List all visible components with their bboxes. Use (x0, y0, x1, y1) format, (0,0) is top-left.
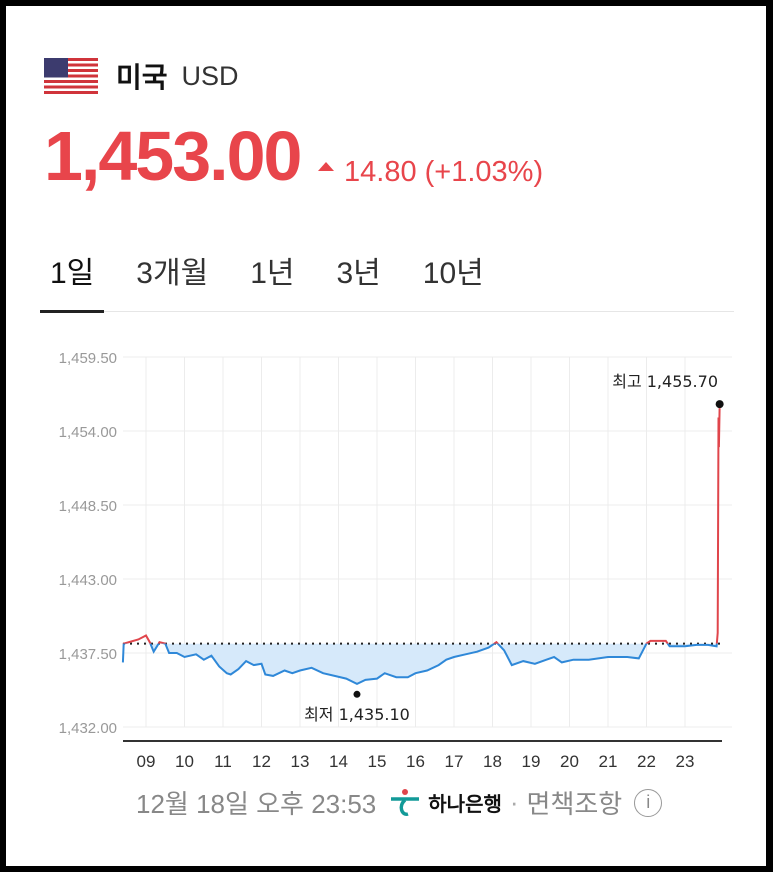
low-label: 최저 1,435.10 (304, 705, 410, 724)
current-price: 1,453.00 (44, 117, 302, 195)
hana-bank-logo-icon (391, 788, 420, 816)
info-icon[interactable]: i (634, 788, 663, 817)
y-tick-label: 1,454.00 (59, 424, 117, 441)
x-tick-label: 10 (175, 752, 194, 771)
x-tick-label: 09 (137, 752, 156, 771)
y-tick-label: 1,443.00 (59, 572, 117, 589)
x-tick-label: 20 (560, 752, 579, 771)
price-change: 14.80 (+1.03%) (318, 156, 543, 189)
tab-10years[interactable]: 10년 (422, 257, 484, 290)
change-value: 14.80 (344, 156, 417, 188)
tab-3years[interactable]: 3년 (336, 257, 381, 290)
x-tick-label: 21 (599, 752, 618, 771)
exchange-rate-card: 미국 USD 1,453.00 14.80 (+1.03%) 1일 3개월 1년… (6, 6, 766, 866)
series-line-below (121, 643, 718, 686)
footer: 12월 18일 오후 23:53 하나은행 · 면책조항 i (136, 784, 663, 821)
up-arrow-icon (318, 162, 334, 171)
period-tabs: 1일 3개월 1년 3년 10년 (40, 248, 734, 313)
currency-code: USD (181, 60, 239, 91)
disclaimer-link[interactable]: 면책조항 (526, 789, 623, 819)
separator: · (509, 787, 519, 817)
bank-name: 하나은행 (428, 794, 502, 816)
series-line-above (122, 408, 721, 644)
x-tick-label: 12 (252, 752, 271, 771)
area-fill-below-baseline (122, 643, 720, 684)
x-tick-label: 22 (637, 752, 656, 771)
tab-3months[interactable]: 3개월 (136, 257, 209, 290)
x-tick-label: 11 (214, 752, 232, 771)
low-point-marker (353, 690, 361, 698)
x-tick-label: 19 (522, 752, 541, 771)
x-tick-label: 15 (368, 752, 387, 771)
x-tick-label: 16 (406, 752, 425, 771)
rate-chart[interactable]: 1,459.50 1,454.00 1,448.50 1,443.00 1,437.50… (0, 330, 773, 780)
x-tick-label: 18 (483, 752, 502, 771)
high-point-marker (715, 400, 724, 409)
y-tick-label: 1,459.50 (59, 350, 117, 367)
x-tick-label: 13 (291, 752, 310, 771)
y-tick-label: 1,437.50 (59, 646, 117, 663)
currency-header: 미국 USD (44, 56, 239, 96)
x-tick-label: 14 (329, 752, 348, 771)
country-name: 미국 (116, 61, 168, 94)
tab-1year[interactable]: 1년 (250, 257, 295, 290)
us-flag-icon (44, 58, 98, 94)
x-tick-label: 17 (445, 752, 464, 771)
x-tick-label: 23 (676, 752, 695, 771)
change-percent: (+1.03%) (424, 156, 544, 188)
timestamp: 12월 18일 오후 23:53 (136, 789, 377, 819)
high-label: 최고 1,455.70 (612, 372, 718, 391)
y-tick-label: 1,432.00 (59, 720, 117, 737)
y-tick-label: 1,448.50 (59, 498, 117, 515)
tab-1day[interactable]: 1일 (40, 248, 105, 313)
